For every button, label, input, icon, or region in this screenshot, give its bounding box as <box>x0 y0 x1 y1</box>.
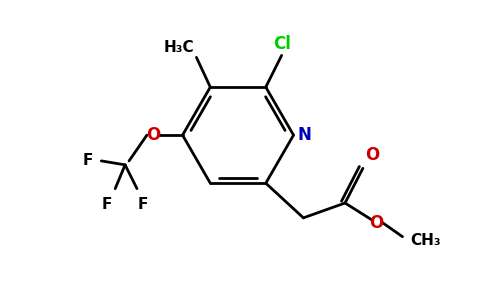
Text: O: O <box>370 214 384 232</box>
Text: F: F <box>83 153 93 168</box>
Text: O: O <box>146 126 160 144</box>
Text: F: F <box>138 196 148 211</box>
Text: N: N <box>298 126 311 144</box>
Text: CH₃: CH₃ <box>410 233 441 248</box>
Text: F: F <box>102 196 112 211</box>
Text: O: O <box>365 146 379 164</box>
Text: H₃C: H₃C <box>164 40 195 56</box>
Text: Cl: Cl <box>272 35 290 53</box>
